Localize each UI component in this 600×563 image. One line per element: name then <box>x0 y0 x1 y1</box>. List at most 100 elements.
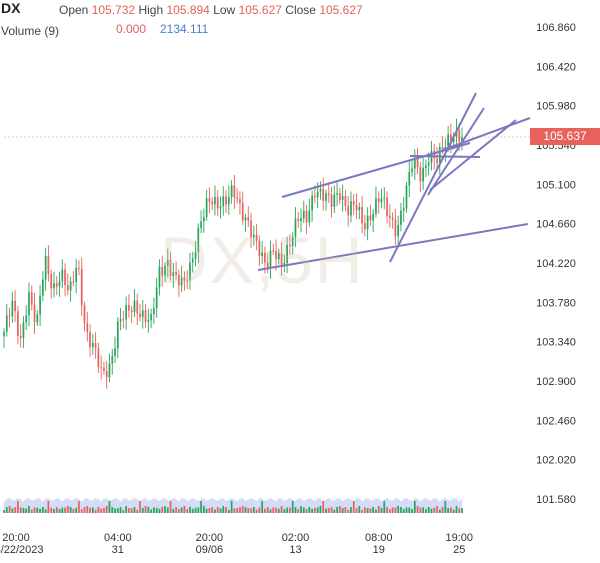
volume-bar <box>283 509 286 513</box>
candle-body <box>169 259 172 277</box>
candle-body <box>255 234 258 241</box>
candle-body <box>230 185 233 198</box>
volume-bar <box>116 508 119 513</box>
volume-bar <box>402 509 405 513</box>
volume-bar <box>286 507 288 513</box>
candle-body <box>397 224 400 237</box>
candle-body <box>413 158 416 169</box>
candle-body <box>252 234 255 238</box>
volume-bar <box>300 506 302 513</box>
volume-bar <box>28 506 30 513</box>
volume-bar <box>305 509 308 513</box>
last-price-tag: 105.637 <box>530 128 600 145</box>
volume-bar <box>408 507 411 513</box>
candle-body <box>291 236 294 246</box>
y-tick-label: 105.980 <box>536 101 576 113</box>
volume-bar <box>388 509 391 513</box>
candle-body <box>233 185 236 198</box>
volume-bar <box>336 507 338 513</box>
volume-bar <box>358 506 361 513</box>
candle-body <box>194 252 197 259</box>
candle-body <box>100 367 103 369</box>
candle-body <box>433 150 436 159</box>
volume-bar <box>164 506 166 513</box>
trend-line <box>442 117 531 151</box>
candle-body <box>314 195 316 198</box>
trend-line <box>389 92 477 263</box>
volume-bar <box>269 509 272 513</box>
candle-body <box>222 196 225 207</box>
volume-bar <box>186 509 189 513</box>
candle-body <box>333 194 336 207</box>
trend-line <box>257 223 529 271</box>
volume-bar <box>222 506 225 513</box>
candle-body <box>64 269 66 286</box>
candle-body <box>214 197 216 205</box>
volume-bar <box>272 507 275 513</box>
candle-body <box>191 258 194 263</box>
candle-body <box>61 269 64 282</box>
candle-body <box>419 167 422 182</box>
symbol-name: DX <box>1 0 21 16</box>
volume-bar <box>261 501 264 513</box>
candle-body <box>83 305 86 324</box>
candle-body <box>277 253 280 260</box>
volume-bar <box>377 506 380 513</box>
candle-body <box>383 197 386 199</box>
candle-body <box>44 256 47 280</box>
candle-body <box>86 323 89 333</box>
candle-body <box>344 196 347 206</box>
low-value: 105.627 <box>238 3 282 17</box>
x-tick-time: 08:00 <box>365 532 393 544</box>
volume-bar <box>369 508 372 513</box>
candle-body <box>200 221 202 228</box>
candle-body <box>144 310 147 322</box>
candle-body <box>94 343 97 348</box>
volume-bar <box>197 507 200 513</box>
candle-body <box>14 300 16 312</box>
candle-body <box>50 274 53 289</box>
y-tick-label: 106.420 <box>536 61 576 73</box>
candle-body <box>241 203 244 221</box>
high-label: High <box>138 3 164 17</box>
candle-body <box>425 165 427 168</box>
y-tick-label: 101.580 <box>536 494 576 506</box>
candle-body <box>305 210 308 223</box>
volume-bar <box>236 508 239 513</box>
candle-body <box>361 206 363 224</box>
volume-bar <box>61 507 64 513</box>
volume-bar <box>75 507 78 513</box>
volume-bar <box>19 507 22 513</box>
open-value: 105.732 <box>91 3 136 17</box>
volume-bar <box>111 507 114 513</box>
volume-bar <box>330 507 333 513</box>
candle-body <box>116 321 119 349</box>
candle-body <box>33 304 36 323</box>
candle-body <box>108 363 111 378</box>
volume-bar <box>302 507 305 513</box>
volume-bar <box>244 507 247 513</box>
candle-body <box>53 283 55 289</box>
x-tick-time: 02:00 <box>282 532 310 544</box>
volume-bar <box>216 507 219 513</box>
volume-bar <box>158 508 161 513</box>
volume-bar <box>411 509 413 513</box>
volume-bar <box>97 507 100 513</box>
volume-bar <box>316 507 319 513</box>
candle-body <box>427 162 430 166</box>
volume-bar <box>39 508 41 513</box>
volume-ma-value: 0.000 <box>116 22 147 36</box>
y-tick-label: 104.220 <box>536 258 576 270</box>
trend-line <box>429 119 517 191</box>
volume-bar <box>22 507 25 513</box>
x-tick-date: 09/06 <box>196 544 224 556</box>
volume-bar <box>266 507 269 513</box>
volume-value: 2134.111 <box>160 22 209 36</box>
volume-bar <box>264 508 266 513</box>
trend-line <box>427 107 485 196</box>
volume-bar <box>91 507 94 513</box>
volume-bar <box>275 507 277 513</box>
x-tick-time: 20:00 <box>196 532 224 544</box>
